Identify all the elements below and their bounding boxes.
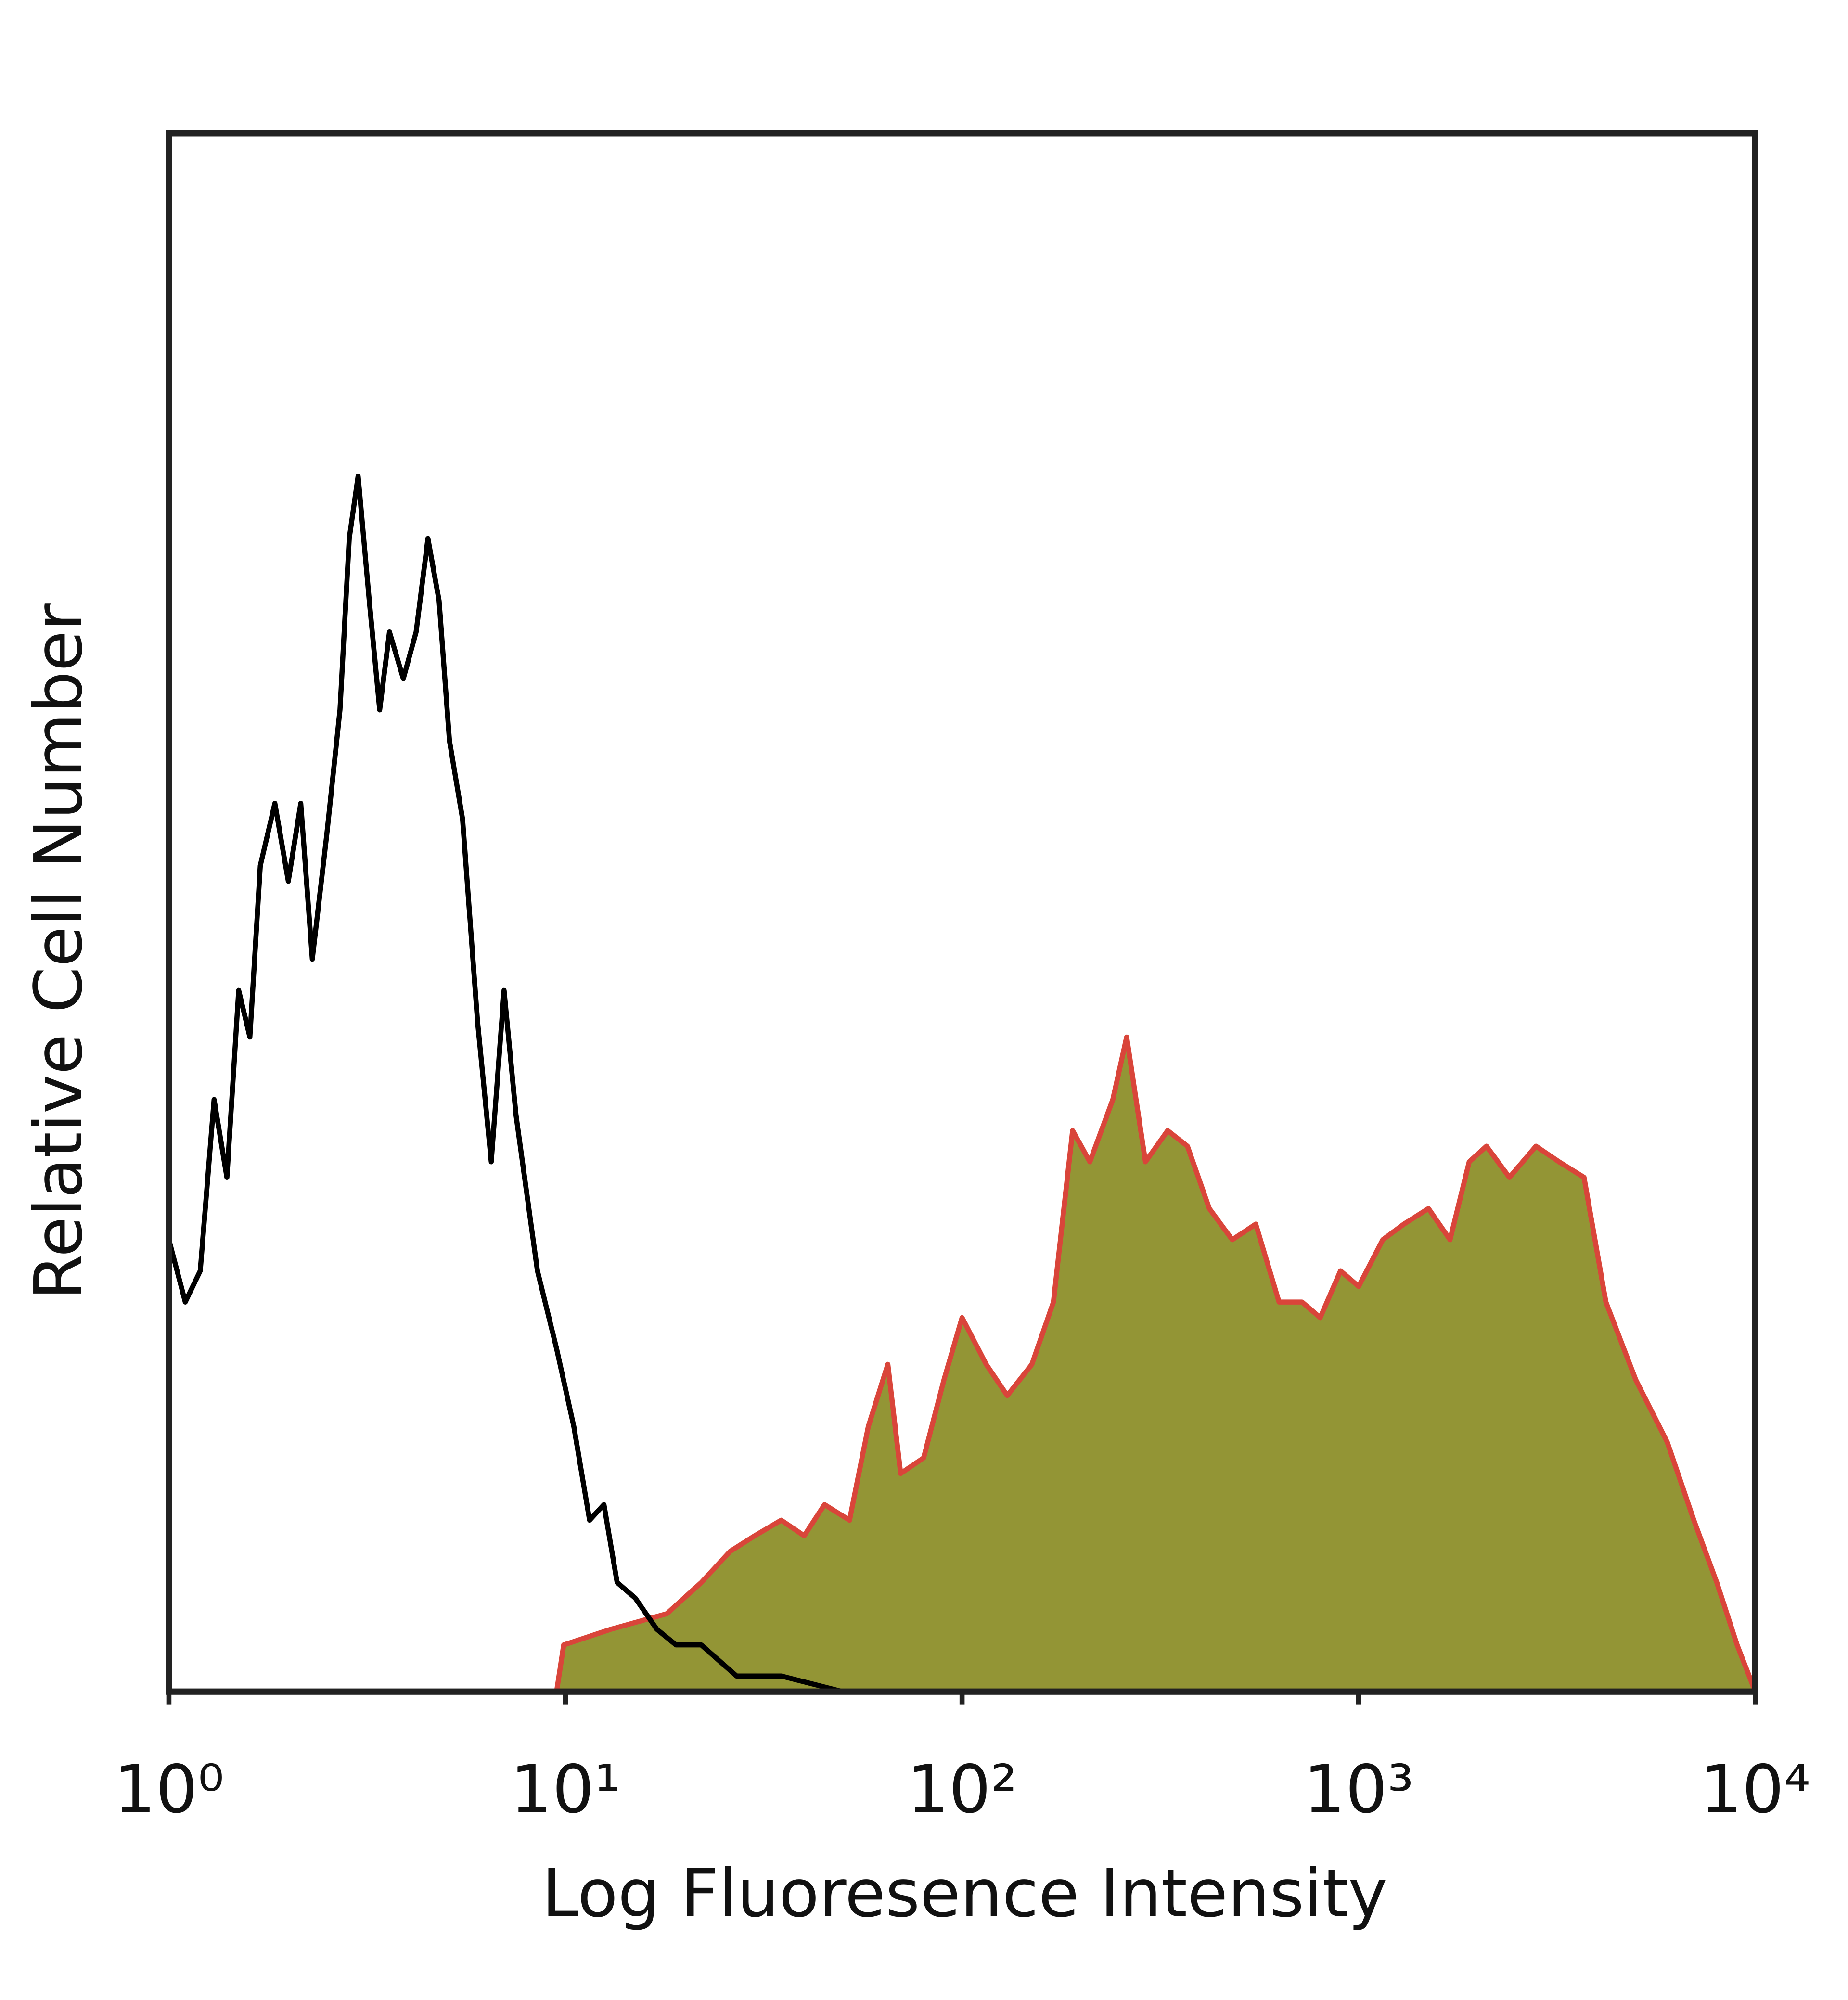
x-tick-label: 10⁰ [114, 1752, 224, 1828]
x-axis-label: Log Fluoresence Intensity [542, 1856, 1387, 1932]
x-tick-label: 10¹ [510, 1752, 620, 1828]
x-tick-label: 10² [907, 1752, 1017, 1828]
histogram-area [166, 1034, 1758, 1694]
y-axis-label: Relative Cell Number [21, 603, 97, 1300]
x-tick-label: 10⁴ [1700, 1752, 1810, 1828]
histogram-line [166, 474, 874, 1694]
x-tick-label: 10³ [1303, 1752, 1413, 1828]
